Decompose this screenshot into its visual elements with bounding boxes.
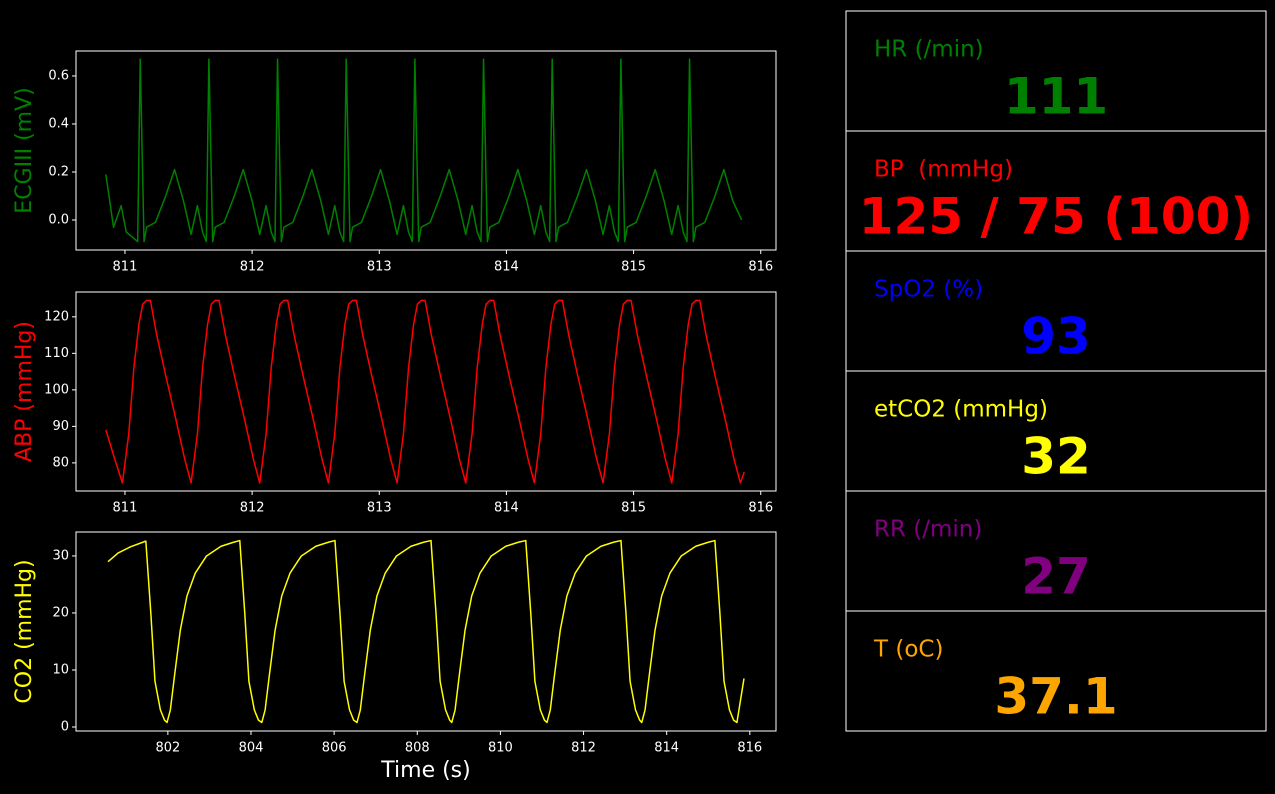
x-tick-label: 813 [367, 501, 392, 516]
vital-panel [845, 610, 1267, 732]
x-tick-label: 812 [240, 260, 265, 275]
x-tick-label: 811 [113, 260, 138, 275]
y-tick-label: 20 [52, 605, 69, 620]
waveform [105, 299, 745, 484]
plot-frame [75, 50, 777, 251]
y-tick-label: 30 [52, 548, 69, 563]
vital-label: RR (/min) [874, 517, 982, 543]
vital-label: BP (mmHg) [874, 157, 1013, 183]
y-tick-label: 0.6 [48, 68, 69, 83]
x-tick-label: 804 [239, 741, 264, 756]
vital-value: 32 [1021, 428, 1091, 486]
x-tick-label: 802 [155, 741, 180, 756]
x-axis-label: Time (s) [380, 758, 470, 783]
vital-panel [845, 250, 1267, 372]
x-tick-label: 814 [494, 260, 519, 275]
vital-value: 111 [1004, 68, 1108, 126]
y-tick-label: 0.2 [48, 164, 69, 179]
y-tick-label: 0 [61, 720, 69, 735]
vital-value: 27 [1021, 548, 1091, 606]
vital-label: SpO2 (%) [874, 277, 983, 303]
plot-frame [75, 291, 777, 492]
x-tick-label: 816 [748, 260, 773, 275]
y-tick-label: 100 [44, 382, 69, 397]
vital-label: HR (/min) [874, 37, 984, 63]
x-tick-label: 813 [367, 260, 392, 275]
x-tick-label: 815 [621, 260, 646, 275]
y-tick-label: 0.4 [48, 116, 69, 131]
vital-value: 93 [1021, 308, 1091, 366]
plot-frame [75, 531, 777, 732]
y-tick-label: 110 [44, 346, 69, 361]
y-axis-label: CO2 (mmHg) [12, 559, 37, 703]
x-tick-label: 814 [654, 741, 679, 756]
x-tick-label: 812 [571, 741, 596, 756]
x-tick-label: 815 [621, 501, 646, 516]
y-tick-label: 80 [52, 455, 69, 470]
vital-panel [845, 490, 1267, 612]
vital-label: etCO2 (mmHg) [874, 397, 1048, 423]
x-tick-label: 812 [240, 501, 265, 516]
x-tick-label: 814 [494, 501, 519, 516]
vital-value: 125 / 75 (100) [859, 188, 1254, 246]
waveform [105, 58, 743, 243]
x-tick-label: 806 [322, 741, 347, 756]
vital-panel [845, 10, 1267, 132]
y-axis-label: ABP (mmHg) [12, 321, 37, 462]
y-axis-label: ECGIII (mV) [12, 87, 37, 213]
vital-value: 37.1 [994, 668, 1117, 726]
y-tick-label: 90 [52, 419, 69, 434]
x-tick-label: 816 [737, 741, 762, 756]
x-tick-label: 810 [488, 741, 513, 756]
waveform [107, 539, 745, 724]
x-tick-label: 816 [748, 501, 773, 516]
x-tick-label: 808 [405, 741, 430, 756]
y-tick-label: 120 [44, 309, 69, 324]
vital-label: T (oC) [873, 637, 943, 663]
y-tick-label: 0.0 [48, 212, 69, 227]
x-tick-label: 811 [113, 501, 138, 516]
y-tick-label: 10 [52, 662, 69, 677]
vital-panel [845, 130, 1267, 252]
